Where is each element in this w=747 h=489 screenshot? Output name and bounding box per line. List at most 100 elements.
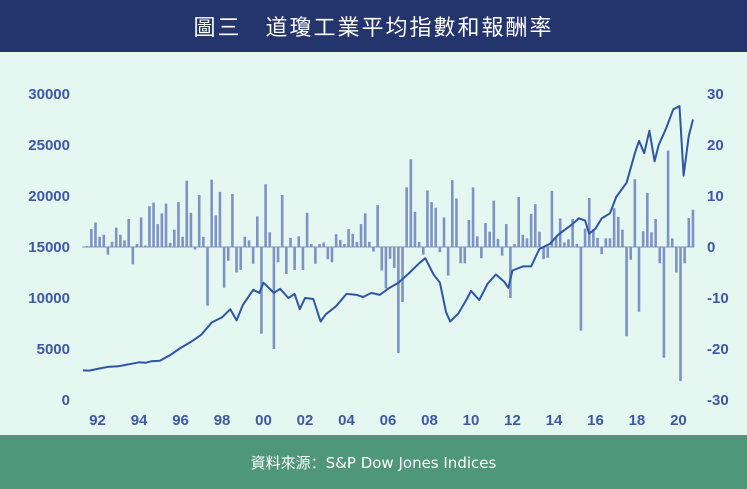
- return-bar: [550, 190, 554, 247]
- return-bar: [405, 187, 408, 247]
- return-bar: [509, 247, 512, 298]
- return-bar: [251, 247, 255, 264]
- return-bar: [272, 247, 276, 349]
- return-bar: [351, 233, 355, 247]
- return-bar: [289, 237, 292, 247]
- return-bar: [679, 247, 682, 382]
- left-tick-label: 30000: [28, 86, 70, 103]
- return-bar: [567, 239, 570, 247]
- left-tick-label: 5000: [37, 341, 70, 358]
- return-bar: [152, 202, 155, 247]
- return-bar: [388, 247, 392, 259]
- return-bar: [368, 241, 371, 247]
- source-footer: 資料來源：S&P Dow Jones Indices: [0, 435, 747, 489]
- return-bar: [691, 209, 695, 247]
- x-axis: 92 94 96 98 00 02 04 06 08 10 12 14 16 18 20: [89, 412, 687, 429]
- return-bar: [641, 231, 645, 247]
- return-bar: [222, 247, 226, 288]
- return-bar: [504, 224, 508, 247]
- x-tick-label: 08: [421, 412, 438, 429]
- return-bar: [596, 237, 599, 247]
- return-bar: [633, 179, 637, 247]
- return-bar: [314, 247, 317, 264]
- return-bar: [621, 229, 624, 247]
- return-bar: [193, 247, 197, 250]
- return-bar: [670, 238, 674, 247]
- left-tick-label: 10000: [28, 290, 70, 307]
- return-bar: [85, 245, 89, 247]
- return-bar: [384, 247, 388, 289]
- return-bar: [471, 187, 475, 247]
- return-bar: [513, 243, 516, 247]
- return-bar: [214, 215, 218, 247]
- return-bar: [131, 247, 135, 265]
- return-bar: [492, 200, 496, 247]
- return-bar: [434, 207, 438, 247]
- return-bar: [442, 217, 446, 247]
- left-tick-label: 25000: [28, 137, 70, 154]
- x-tick-label: 20: [670, 412, 687, 429]
- x-tick-label: 92: [89, 412, 106, 429]
- return-bar: [683, 247, 686, 264]
- return-bar: [646, 192, 649, 247]
- return-bar: [583, 228, 587, 247]
- return-bar: [629, 247, 633, 260]
- return-bar: [438, 247, 442, 253]
- return-bar: [202, 236, 205, 247]
- return-bar: [463, 247, 467, 264]
- x-tick-label: 16: [587, 412, 604, 429]
- return-bar: [654, 218, 657, 247]
- return-bar: [488, 231, 491, 247]
- x-tick-label: 98: [214, 412, 231, 429]
- return-bar: [177, 202, 180, 247]
- return-bar: [608, 238, 612, 247]
- return-bar: [525, 238, 529, 247]
- right-tick-label: 20: [707, 137, 724, 154]
- x-tick-label: 00: [255, 412, 272, 429]
- return-bar: [206, 247, 209, 306]
- return-bar: [326, 247, 330, 260]
- return-bar: [546, 247, 550, 258]
- return-bar: [413, 211, 417, 247]
- return-bar: [189, 212, 193, 247]
- return-bar: [446, 247, 450, 276]
- return-bar: [521, 234, 525, 247]
- return-bar: [392, 247, 396, 268]
- return-bar: [334, 234, 338, 247]
- return-bar: [226, 247, 230, 261]
- return-bar: [409, 159, 413, 247]
- return-bar: [185, 180, 189, 247]
- return-bar: [666, 150, 670, 247]
- x-tick-label: 94: [131, 412, 148, 429]
- return-bar: [355, 241, 359, 247]
- return-bar: [135, 243, 139, 247]
- return-bar: [554, 236, 558, 247]
- x-tick-label: 12: [504, 412, 521, 429]
- return-bar: [600, 247, 603, 255]
- right-tick-label: -20: [707, 341, 729, 358]
- dow-index-line: [82, 105, 694, 372]
- source-note: 資料來源：S&P Dow Jones Indices: [250, 453, 497, 472]
- return-bar: [380, 247, 384, 271]
- return-bar: [496, 238, 500, 247]
- left-tick-label: 15000: [28, 239, 70, 256]
- return-bar: [421, 247, 425, 255]
- return-bar: [264, 184, 267, 247]
- return-bar: [285, 247, 288, 275]
- return-bar: [484, 223, 487, 247]
- return-bar: [143, 245, 147, 247]
- return-bar: [297, 236, 301, 247]
- return-bar: [347, 229, 350, 247]
- return-bar: [612, 208, 616, 247]
- return-bar: [338, 239, 342, 247]
- return-bar: [173, 229, 176, 247]
- return-bar: [168, 242, 172, 247]
- return-bar: [301, 247, 305, 270]
- return-bar: [280, 194, 284, 247]
- bar-series: [85, 150, 695, 382]
- return-bar: [268, 232, 272, 247]
- return-bar: [210, 179, 213, 247]
- return-bar: [114, 227, 118, 247]
- return-bar: [459, 247, 462, 264]
